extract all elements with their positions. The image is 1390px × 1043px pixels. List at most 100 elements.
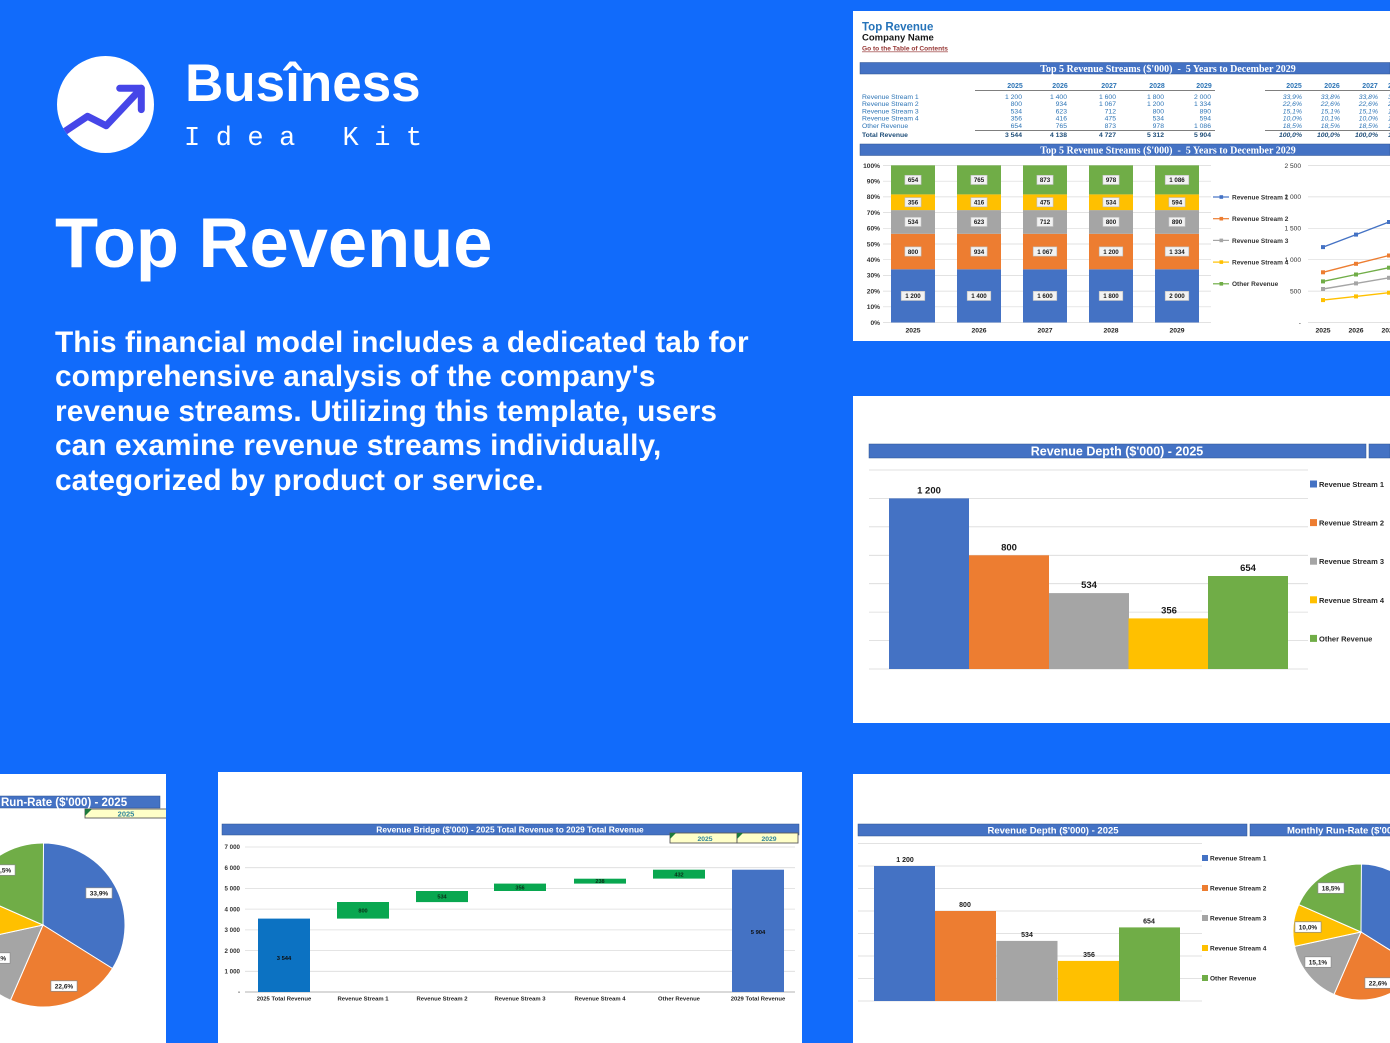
svg-text:890: 890 (1172, 219, 1183, 226)
svg-text:873: 873 (1105, 123, 1117, 130)
svg-text:500: 500 (1290, 288, 1301, 295)
svg-text:800: 800 (358, 908, 367, 914)
svg-text:534: 534 (1106, 200, 1117, 207)
svg-text:2026: 2026 (1324, 83, 1340, 90)
svg-text:Other Revenue: Other Revenue (658, 997, 701, 1003)
svg-text:Revenue Stream 4: Revenue Stream 4 (1210, 946, 1267, 953)
svg-text:100,0%: 100,0% (1279, 132, 1302, 139)
svg-text:1 800: 1 800 (1103, 293, 1119, 300)
svg-text:978: 978 (1153, 123, 1165, 130)
svg-text:22,6%: 22,6% (1387, 101, 1390, 108)
svg-text:1 067: 1 067 (1099, 101, 1116, 108)
svg-text:934: 934 (1056, 101, 1068, 108)
svg-text:2 000: 2 000 (1284, 194, 1301, 201)
svg-text:33,9%: 33,9% (1283, 94, 1302, 101)
svg-text:100%: 100% (863, 163, 880, 170)
svg-text:100,0%: 100,0% (1388, 132, 1390, 139)
svg-text:3 000: 3 000 (225, 927, 241, 934)
svg-text:2029: 2029 (1196, 83, 1212, 90)
svg-text:50%: 50% (867, 241, 880, 248)
svg-text:2026: 2026 (971, 328, 986, 335)
svg-text:Revenue Stream 4: Revenue Stream 4 (574, 997, 626, 1003)
svg-text:15,1%: 15,1% (1388, 108, 1390, 115)
svg-text:654: 654 (908, 177, 919, 184)
svg-text:800: 800 (1001, 542, 1017, 553)
svg-text:18,5%: 18,5% (1388, 123, 1390, 130)
svg-text:1 500: 1 500 (1284, 226, 1301, 233)
svg-text:2025: 2025 (1007, 83, 1023, 90)
svg-text:534: 534 (1153, 116, 1165, 123)
svg-text:5 904: 5 904 (1194, 132, 1211, 139)
svg-text:800: 800 (1153, 108, 1165, 115)
svg-text:654: 654 (1240, 563, 1257, 574)
svg-text:Revenue Bridge ($'000) - 2025: Revenue Bridge ($'000) - 2025 Total Reve… (376, 825, 644, 835)
svg-text:1 086: 1 086 (1169, 177, 1185, 184)
svg-text:534: 534 (1021, 932, 1033, 939)
svg-text:356: 356 (1161, 605, 1177, 616)
svg-text:1 000: 1 000 (225, 969, 241, 976)
svg-text:-: - (238, 989, 240, 996)
svg-text:18,5%: 18,5% (1359, 123, 1378, 130)
svg-text:1 334: 1 334 (1194, 101, 1211, 108)
svg-text:40%: 40% (867, 257, 880, 264)
svg-text:623: 623 (974, 219, 985, 226)
svg-text:15,1%: 15,1% (1321, 108, 1340, 115)
svg-text:Revenue Stream 3: Revenue Stream 3 (494, 997, 546, 1003)
svg-text:Revenue Stream 2: Revenue Stream 2 (862, 101, 919, 108)
svg-text:15,1%: 15,1% (1309, 959, 1328, 966)
svg-text:654: 654 (1011, 123, 1023, 130)
svg-text:1 200: 1 200 (1147, 101, 1164, 108)
svg-text:Revenue Stream 4: Revenue Stream 4 (1232, 260, 1289, 267)
svg-text:2029: 2029 (761, 836, 776, 843)
svg-text:-: - (1299, 320, 1301, 327)
svg-text:356: 356 (515, 885, 524, 891)
svg-text:2025: 2025 (905, 328, 920, 335)
svg-text:33,8%: 33,8% (1359, 94, 1378, 101)
svg-text:Revenue Stream 2: Revenue Stream 2 (1232, 216, 1289, 223)
svg-text:2027: 2027 (1381, 328, 1390, 335)
svg-text:10,1%: 10,1% (1321, 116, 1340, 123)
svg-text:Revenue Stream 1: Revenue Stream 1 (862, 94, 919, 101)
svg-text:3 544: 3 544 (1005, 132, 1022, 139)
svg-text:2028: 2028 (1149, 83, 1165, 90)
svg-text:Revenue Depth ($'000) - 2025: Revenue Depth ($'000) - 2025 (987, 826, 1119, 837)
svg-text:2027: 2027 (1362, 83, 1378, 90)
svg-text:Top 5 Revenue Streams ($'000): Top 5 Revenue Streams ($'000) - 5 Years … (1040, 64, 1296, 75)
svg-text:432: 432 (674, 872, 683, 878)
svg-text:Revenue Stream 3: Revenue Stream 3 (862, 108, 919, 115)
svg-text:934: 934 (974, 249, 985, 256)
svg-text:Company Name: Company Name (862, 33, 934, 44)
svg-text:416: 416 (974, 200, 985, 207)
svg-text:10,0%: 10,0% (1283, 116, 1302, 123)
svg-text:Go to the Table of Contents: Go to the Table of Contents (862, 46, 948, 53)
svg-text:712: 712 (1105, 108, 1117, 115)
svg-text:800: 800 (908, 249, 919, 256)
svg-text:Total Revenue: Total Revenue (862, 132, 908, 139)
svg-text:5 312: 5 312 (1147, 132, 1164, 139)
svg-text:Revenue Stream 2: Revenue Stream 2 (1319, 519, 1384, 528)
svg-text:800: 800 (1106, 219, 1117, 226)
svg-text:15,1%: 15,1% (1283, 108, 1302, 115)
svg-text:1 400: 1 400 (971, 293, 987, 300)
svg-text:594: 594 (1172, 200, 1183, 207)
svg-text:4 138: 4 138 (1050, 132, 1067, 139)
svg-text:534: 534 (437, 895, 447, 901)
svg-text:33,9%: 33,9% (90, 890, 109, 897)
svg-text:Top 5 Revenue Streams ($'000): Top 5 Revenue Streams ($'000) - 5 Years … (1040, 145, 1296, 156)
svg-text:80%: 80% (867, 194, 880, 201)
svg-text:1 200: 1 200 (896, 857, 914, 864)
svg-text:1 000: 1 000 (1284, 257, 1301, 264)
svg-text:7 000: 7 000 (225, 844, 241, 851)
svg-text:10,0%: 10,0% (1299, 924, 1318, 931)
svg-text:1 200: 1 200 (1103, 249, 1119, 256)
svg-text:5 904: 5 904 (751, 930, 766, 936)
svg-text:238: 238 (595, 879, 604, 885)
svg-text:2026: 2026 (1348, 328, 1363, 335)
svg-text:22,6%: 22,6% (1320, 101, 1340, 108)
svg-text:1 400: 1 400 (1050, 94, 1067, 101)
svg-text:30%: 30% (867, 273, 880, 280)
svg-text:10,1%: 10,1% (1388, 116, 1390, 123)
svg-text:2029: 2029 (1169, 328, 1184, 335)
svg-text:1 200: 1 200 (905, 293, 921, 300)
svg-text:356: 356 (1083, 952, 1095, 959)
